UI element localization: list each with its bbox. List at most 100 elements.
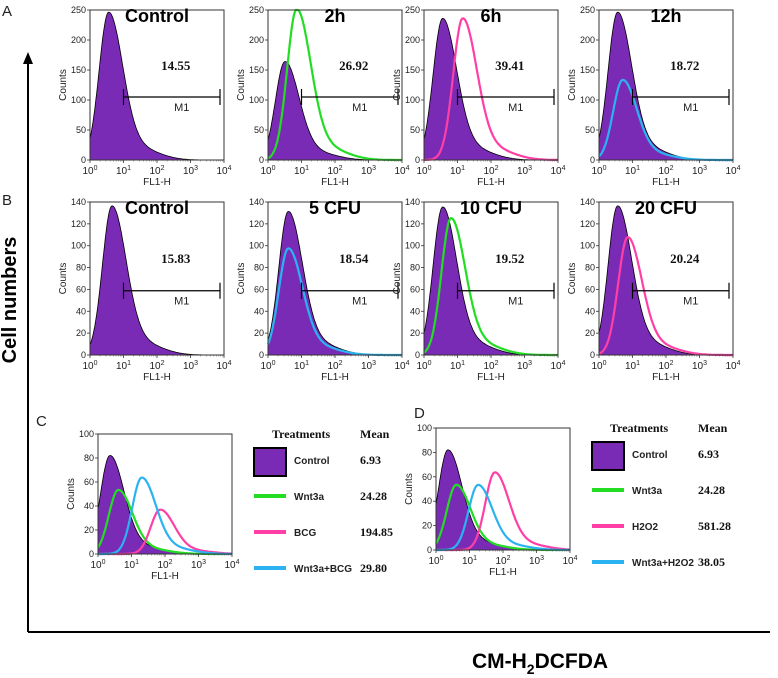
y-tick-label: 150 (405, 65, 420, 75)
y-tick-label: 40 (585, 306, 595, 316)
y-tick-label: 40 (84, 501, 94, 511)
histogram-control-area (267, 211, 402, 356)
x-tick-label: 102 (157, 559, 172, 571)
gate-percent-value: 19.52 (495, 251, 524, 266)
y-tick-label: 80 (585, 263, 595, 273)
y-tick-label: 60 (410, 284, 420, 294)
panel-title: Control (125, 198, 189, 218)
legend-entry-mean: 6.93 (360, 453, 381, 467)
x-axis-label: FL1-H (143, 372, 171, 383)
x-tick-label: 103 (183, 360, 198, 372)
histogram-control-area (423, 206, 558, 356)
y-tick-label: 250 (405, 5, 420, 15)
y-tick-label: 20 (422, 521, 432, 531)
x-tick-label: 101 (294, 360, 309, 372)
x-tick-label: 104 (394, 165, 409, 177)
x-tick-label: 103 (183, 165, 198, 177)
x-tick-label: 100 (90, 559, 105, 571)
x-tick-label: 104 (550, 360, 565, 372)
legend-entry-mean: 194.85 (360, 525, 393, 539)
legend-entry-mean: 24.28 (360, 489, 387, 503)
y-tick-label: 100 (79, 429, 94, 439)
legend-entry-name: H2O2 (632, 522, 659, 533)
histogram-control-area (97, 455, 232, 555)
legend-entry-name: Wnt3a+BCG (294, 564, 352, 575)
y-tick-label: 0 (415, 350, 420, 360)
y-tick-label: 60 (585, 284, 595, 294)
y-tick-label: 250 (71, 5, 86, 15)
gate-m1-label: M1 (508, 102, 523, 114)
y-tick-label: 20 (585, 328, 595, 338)
x-tick-label: 100 (82, 165, 97, 177)
y-tick-label: 150 (249, 65, 264, 75)
histogram-series-line (98, 476, 232, 556)
legend-entry-mean: 24.28 (698, 483, 725, 497)
y-tick-label: 200 (580, 35, 595, 45)
x-axis-label: FL1-H (652, 372, 680, 383)
x-tick-label: 103 (692, 165, 707, 177)
legend-entry-name: Wnt3a (632, 486, 662, 497)
gate-percent-value: 18.54 (339, 251, 369, 266)
y-tick-label: 100 (405, 95, 420, 105)
histogram-series-line (424, 17, 558, 161)
panel-title: 2h (324, 6, 345, 26)
panel-letter-b: B (2, 192, 12, 209)
legend-entry-mean: 581.28 (698, 519, 731, 533)
chart-panel-9: 0 20 40 60 80 100 Counts 100 101 102 103 104 FL1-H Tr… (66, 427, 393, 582)
y-tick-label: 150 (71, 65, 86, 75)
y-tick-label: 60 (254, 284, 264, 294)
x-tick-label: 100 (260, 360, 275, 372)
y-axis-label: Counts (236, 263, 247, 295)
y-axis-label: Counts (58, 263, 69, 295)
x-tick-label: 100 (416, 360, 431, 372)
legend-entry-name: Wnt3a+H2O2 (632, 558, 694, 569)
legend-header-mean: Mean (360, 427, 390, 441)
x-tick-label: 101 (116, 165, 131, 177)
y-tick-label: 100 (71, 95, 86, 105)
y-tick-label: 80 (410, 263, 420, 273)
gate-m1-label: M1 (352, 296, 367, 308)
y-tick-label: 250 (580, 5, 595, 15)
legend-swatch-box (253, 447, 287, 477)
y-tick-label: 250 (249, 5, 264, 15)
y-axis-label: Counts (66, 478, 77, 510)
y-tick-label: 0 (427, 545, 432, 555)
x-tick-label: 101 (462, 555, 477, 567)
y-tick-label: 50 (585, 125, 595, 135)
y-tick-label: 140 (580, 197, 595, 207)
y-tick-label: 0 (89, 549, 94, 559)
x-tick-label: 102 (149, 165, 164, 177)
x-tick-label: 104 (216, 360, 231, 372)
gate-m1-label: M1 (683, 102, 698, 114)
y-tick-label: 20 (410, 328, 420, 338)
panel-title: 6h (480, 6, 501, 26)
y-tick-label: 60 (422, 472, 432, 482)
panel-letter-a: A (2, 3, 12, 20)
x-tick-label: 104 (725, 165, 740, 177)
y-tick-label: 50 (76, 125, 86, 135)
x-tick-label: 103 (361, 165, 376, 177)
y-tick-label: 80 (422, 447, 432, 457)
y-tick-label: 100 (417, 423, 432, 433)
y-tick-label: 40 (410, 306, 420, 316)
y-tick-label: 60 (76, 284, 86, 294)
y-tick-label: 0 (259, 155, 264, 165)
x-tick-label: 104 (550, 165, 565, 177)
x-tick-label: 100 (82, 360, 97, 372)
y-tick-label: 20 (84, 525, 94, 535)
x-axis-label: FL1-H (151, 571, 179, 582)
panel-title: 12h (650, 6, 681, 26)
gate-percent-value: 20.24 (670, 251, 700, 266)
x-tick-label: 103 (517, 360, 532, 372)
y-tick-label: 200 (71, 35, 86, 45)
x-tick-label: 102 (658, 165, 673, 177)
gate-m1-label: M1 (508, 296, 523, 308)
y-tick-label: 80 (254, 263, 264, 273)
y-axis-label: Counts (236, 69, 247, 101)
histogram-control-area (89, 205, 224, 356)
gate-m1-label: M1 (174, 296, 189, 308)
y-axis-label: Counts (404, 473, 415, 505)
